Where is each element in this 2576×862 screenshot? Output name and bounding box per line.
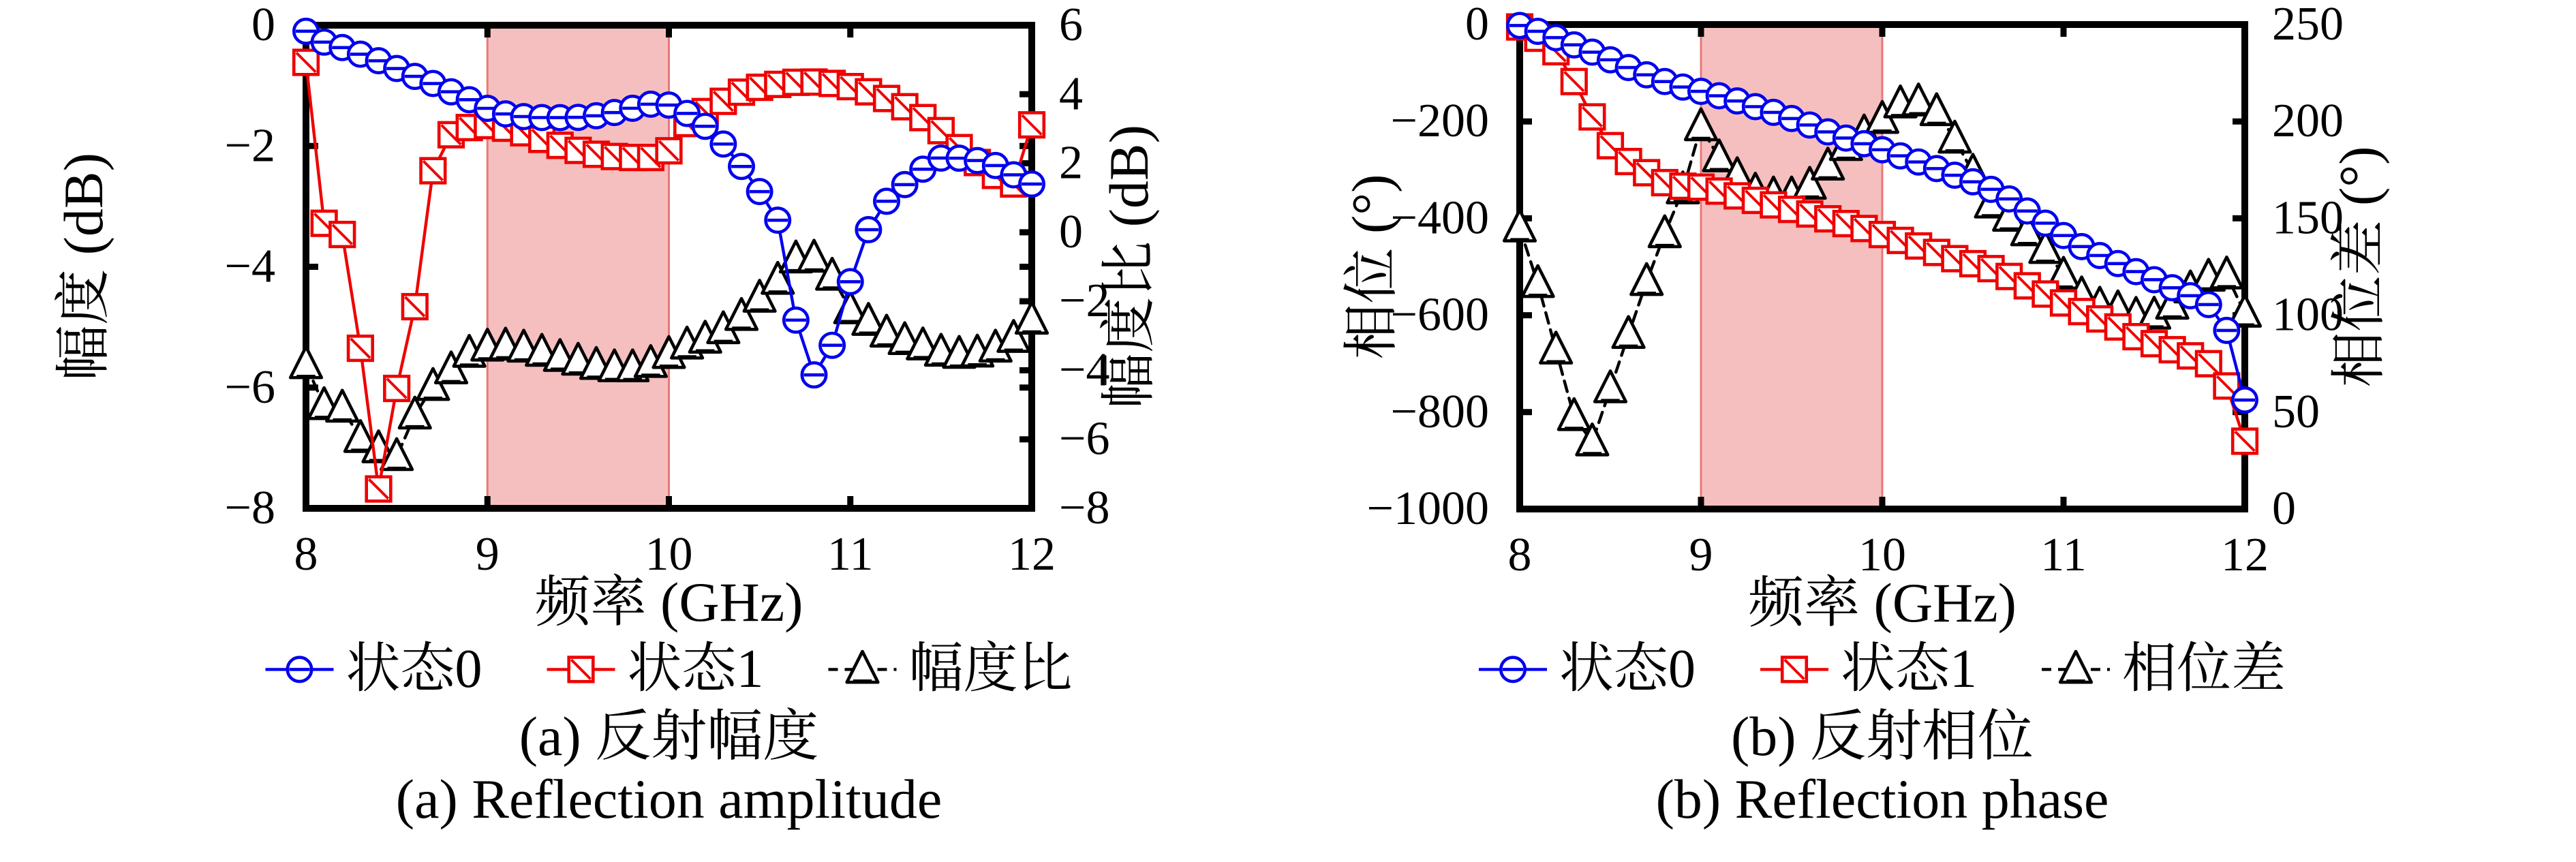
svg-text:11: 11 — [827, 528, 873, 581]
svg-text:0: 0 — [2272, 482, 2296, 535]
svg-text:12: 12 — [2221, 529, 2269, 581]
svg-text:相位差: 相位差 — [2122, 639, 2286, 699]
svg-text:幅度比: 幅度比 — [909, 639, 1073, 699]
svg-text:相位差 (°): 相位差 (°) — [2328, 147, 2390, 388]
svg-text:−6: −6 — [225, 361, 275, 414]
svg-text:200: 200 — [2272, 95, 2344, 147]
svg-text:幅度 (dB): 幅度 (dB) — [52, 153, 114, 381]
svg-text:−200: −200 — [1391, 95, 1489, 147]
svg-text:(a) Reflection amplitude: (a) Reflection amplitude — [396, 768, 942, 830]
svg-text:8: 8 — [294, 528, 318, 581]
svg-text:50: 50 — [2272, 386, 2320, 438]
svg-text:状态1: 状态1 — [1841, 639, 1977, 699]
svg-text:8: 8 — [1508, 529, 1532, 581]
svg-text:−4: −4 — [225, 241, 275, 293]
svg-text:−6: −6 — [1059, 413, 1109, 465]
svg-text:−800: −800 — [1391, 386, 1489, 438]
svg-text:幅度比 (dB): 幅度比 (dB) — [1098, 125, 1160, 409]
svg-text:−8: −8 — [225, 482, 275, 534]
svg-text:相位 (°): 相位 (°) — [1340, 174, 1402, 360]
svg-text:0: 0 — [1465, 0, 1489, 50]
svg-text:11: 11 — [2040, 529, 2086, 581]
svg-text:频率 (GHz): 频率 (GHz) — [1748, 572, 2017, 634]
svg-text:−1000: −1000 — [1367, 482, 1489, 535]
svg-text:2: 2 — [1059, 137, 1083, 189]
svg-text:9: 9 — [476, 528, 500, 581]
svg-text:0: 0 — [1059, 206, 1083, 258]
svg-text:(b) 反射相位: (b) 反射相位 — [1731, 705, 2034, 767]
svg-text:9: 9 — [1689, 529, 1713, 581]
svg-text:状态1: 状态1 — [628, 639, 764, 699]
svg-text:0: 0 — [251, 0, 275, 51]
svg-text:(a) 反射幅度: (a) 反射幅度 — [519, 705, 819, 767]
svg-text:12: 12 — [1008, 528, 1056, 581]
svg-text:4: 4 — [1059, 67, 1083, 120]
svg-text:−600: −600 — [1391, 289, 1489, 341]
svg-text:频率 (GHz): 频率 (GHz) — [535, 571, 803, 633]
svg-text:状态0: 状态0 — [346, 639, 482, 699]
svg-text:−8: −8 — [1059, 482, 1109, 534]
svg-text:6: 6 — [1059, 0, 1083, 51]
svg-text:(b) Reflection phase: (b) Reflection phase — [1656, 768, 2109, 830]
svg-text:−2: −2 — [225, 119, 275, 172]
svg-text:状态0: 状态0 — [1559, 639, 1696, 699]
svg-text:−400: −400 — [1391, 191, 1489, 244]
svg-text:250: 250 — [2272, 0, 2344, 50]
